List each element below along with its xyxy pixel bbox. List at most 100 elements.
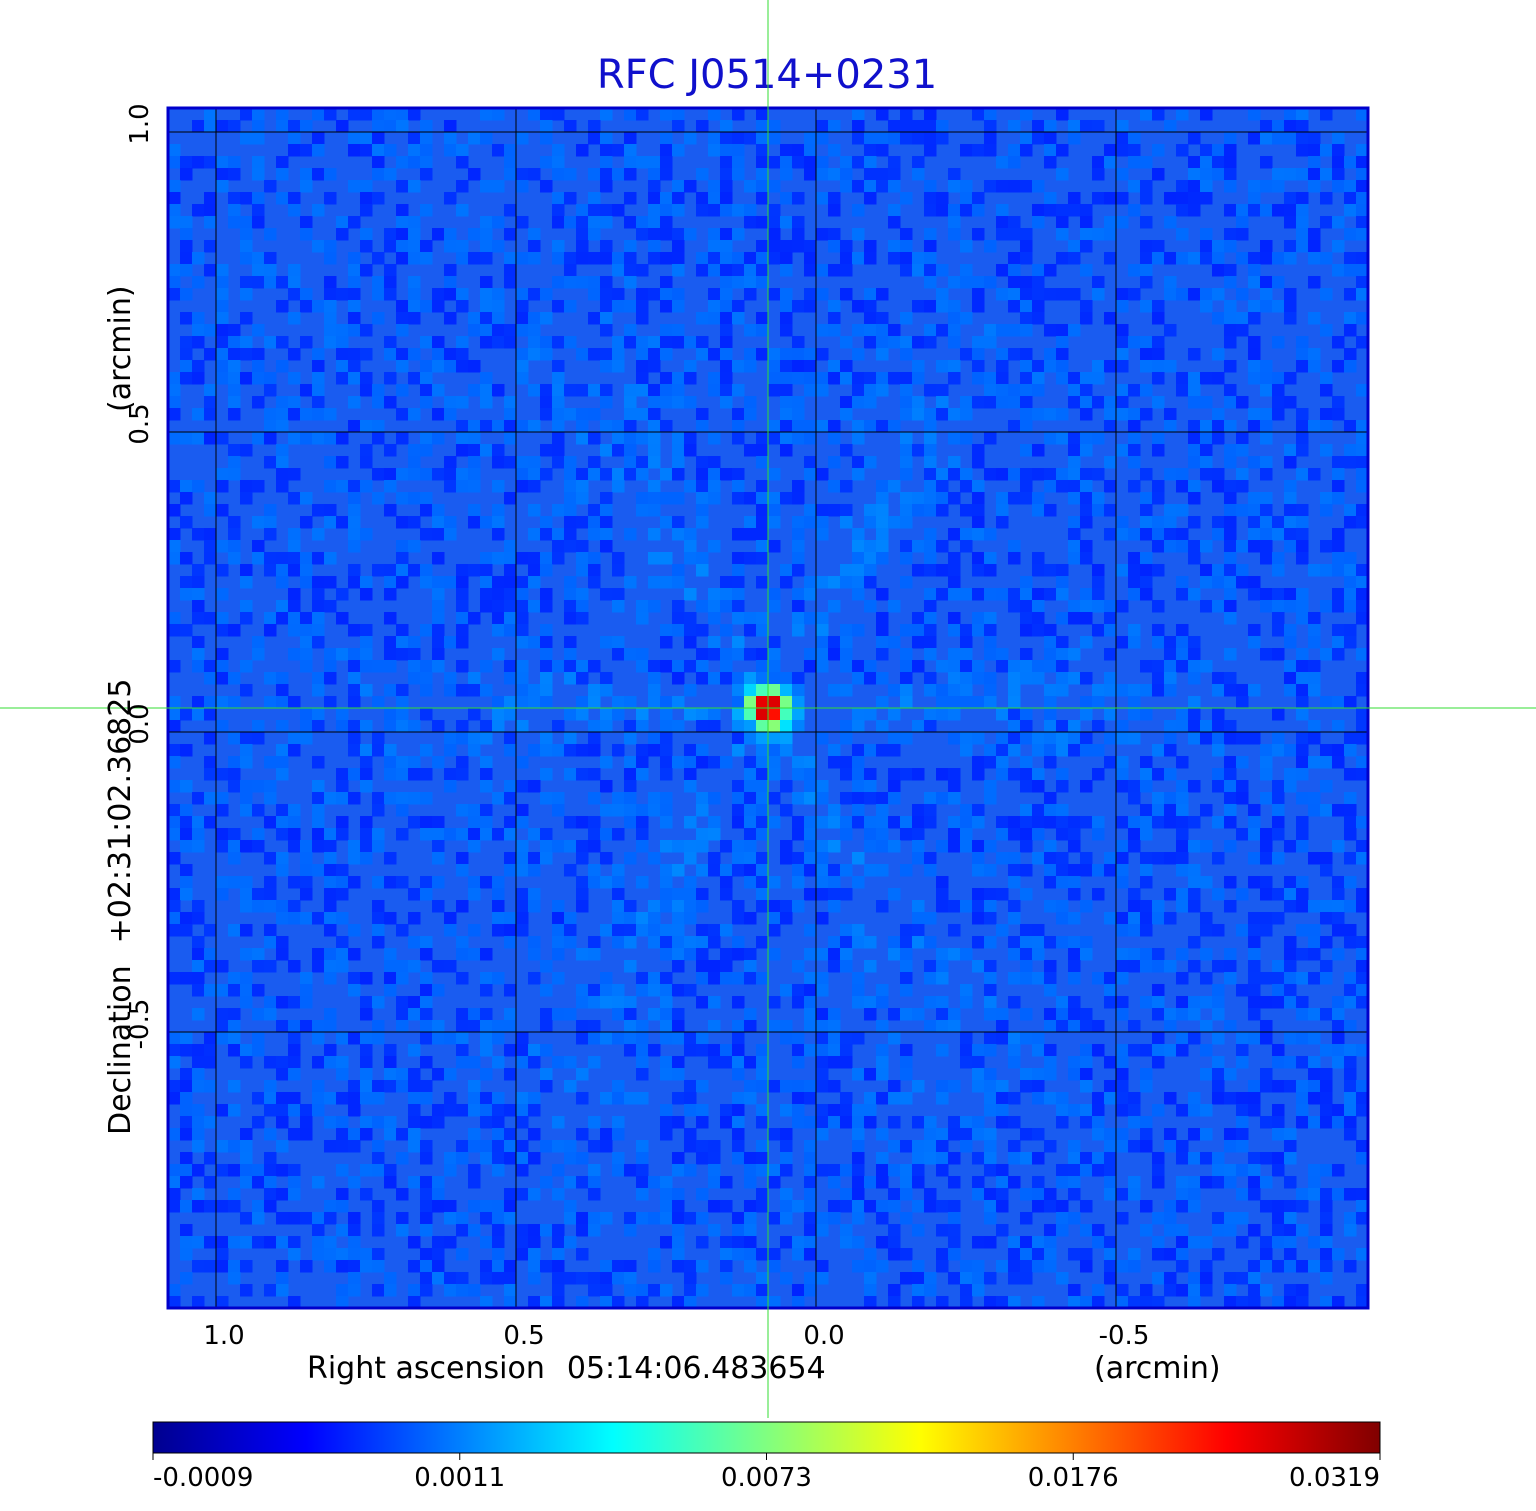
heatmap-cell <box>396 924 409 937</box>
heatmap-cell <box>624 324 637 337</box>
heatmap-cell <box>396 300 409 313</box>
heatmap-cell <box>828 168 841 181</box>
heatmap-cell <box>804 852 817 865</box>
heatmap-cell <box>1140 924 1153 937</box>
heatmap-cell <box>648 936 661 949</box>
heatmap-cell <box>756 684 769 697</box>
heatmap-cell <box>1008 1236 1021 1249</box>
heatmap-cell <box>396 408 409 421</box>
heatmap-cell <box>180 1236 193 1249</box>
heatmap-cell <box>720 396 733 409</box>
heatmap-cell <box>1344 312 1357 325</box>
heatmap-cell <box>492 336 505 349</box>
heatmap-cell <box>600 396 613 409</box>
heatmap-cell <box>192 948 205 961</box>
heatmap-cell <box>228 396 241 409</box>
heatmap-cell <box>288 492 301 505</box>
heatmap-cell <box>276 396 289 409</box>
heatmap-cell <box>1296 1092 1309 1105</box>
heatmap-cell <box>1068 648 1081 661</box>
heatmap-cell <box>1188 516 1201 529</box>
heatmap-cell <box>672 252 685 265</box>
heatmap-cell <box>900 396 913 409</box>
heatmap-cell <box>792 756 805 769</box>
heatmap-cell <box>1068 492 1081 505</box>
heatmap-cell <box>312 396 325 409</box>
heatmap-cell <box>612 828 625 841</box>
heatmap-cell <box>528 336 541 349</box>
heatmap-cell <box>168 156 181 169</box>
heatmap-cell <box>192 120 205 133</box>
heatmap-cell <box>432 984 445 997</box>
heatmap-cell <box>312 624 325 637</box>
heatmap-cell <box>444 576 457 589</box>
heatmap-cell <box>1260 240 1273 253</box>
heatmap-cell <box>708 180 721 193</box>
heatmap-cell <box>564 1200 577 1213</box>
heatmap-cell <box>1260 372 1273 385</box>
heatmap-cell <box>408 240 421 253</box>
heatmap-cell <box>768 156 781 169</box>
heatmap-cell <box>612 1008 625 1021</box>
heatmap-cell <box>1176 756 1189 769</box>
heatmap-cell <box>780 1140 793 1153</box>
heatmap-cell <box>636 768 649 781</box>
heatmap-cell <box>624 144 637 157</box>
heatmap-cell <box>1020 840 1033 853</box>
heatmap-cell <box>444 1092 457 1105</box>
heatmap-cell <box>996 228 1009 241</box>
heatmap-cell <box>1200 1260 1213 1273</box>
heatmap-cell <box>732 1212 745 1225</box>
heatmap-cell <box>348 504 361 517</box>
heatmap-cell <box>984 1044 997 1057</box>
heatmap-cell <box>648 912 661 925</box>
heatmap-cell <box>888 1032 901 1045</box>
heatmap-cell <box>672 696 685 709</box>
heatmap-cell <box>1296 168 1309 181</box>
heatmap-cell <box>1044 684 1057 697</box>
heatmap-cell <box>1080 708 1093 721</box>
heatmap-cell <box>1152 672 1165 685</box>
heatmap-cell <box>348 1224 361 1237</box>
heatmap-cell <box>1356 288 1368 301</box>
heatmap-cell <box>996 468 1009 481</box>
heatmap-cell <box>1020 576 1033 589</box>
heatmap-cell <box>1056 468 1069 481</box>
heatmap-cell <box>684 780 697 793</box>
heatmap-cell <box>1260 528 1273 541</box>
heatmap-cell <box>588 408 601 421</box>
heatmap-cell <box>1152 1236 1165 1249</box>
heatmap-cell <box>1332 264 1345 277</box>
heatmap-cell <box>240 336 253 349</box>
heatmap-cell <box>324 324 337 337</box>
heatmap-cell <box>444 1236 457 1249</box>
heatmap-cell <box>360 372 373 385</box>
heatmap-cell <box>540 660 553 673</box>
heatmap-cell <box>432 576 445 589</box>
heatmap-cell <box>648 216 661 229</box>
heatmap-cell <box>900 132 913 145</box>
heatmap-cell <box>948 228 961 241</box>
heatmap-cell <box>780 1152 793 1165</box>
heatmap-cell <box>612 432 625 445</box>
heatmap-cell <box>288 192 301 205</box>
heatmap-cell <box>1356 1152 1368 1165</box>
heatmap-cell <box>216 768 229 781</box>
heatmap-cell <box>684 588 697 601</box>
heatmap-cell <box>960 240 973 253</box>
heatmap-cell <box>336 1260 349 1273</box>
heatmap-cell <box>900 1044 913 1057</box>
heatmap-cell <box>828 684 841 697</box>
heatmap-cell <box>588 132 601 145</box>
heatmap-cell <box>636 156 649 169</box>
heatmap-cell <box>600 708 613 721</box>
heatmap-cell <box>1224 576 1237 589</box>
heatmap-cell <box>1164 648 1177 661</box>
heatmap-cell <box>780 804 793 817</box>
heatmap-cell <box>876 1164 889 1177</box>
heatmap-cell <box>312 960 325 973</box>
heatmap-cell <box>1008 852 1021 865</box>
heatmap-cell <box>276 612 289 625</box>
heatmap-cell <box>528 1224 541 1237</box>
heatmap-cell <box>816 132 829 145</box>
